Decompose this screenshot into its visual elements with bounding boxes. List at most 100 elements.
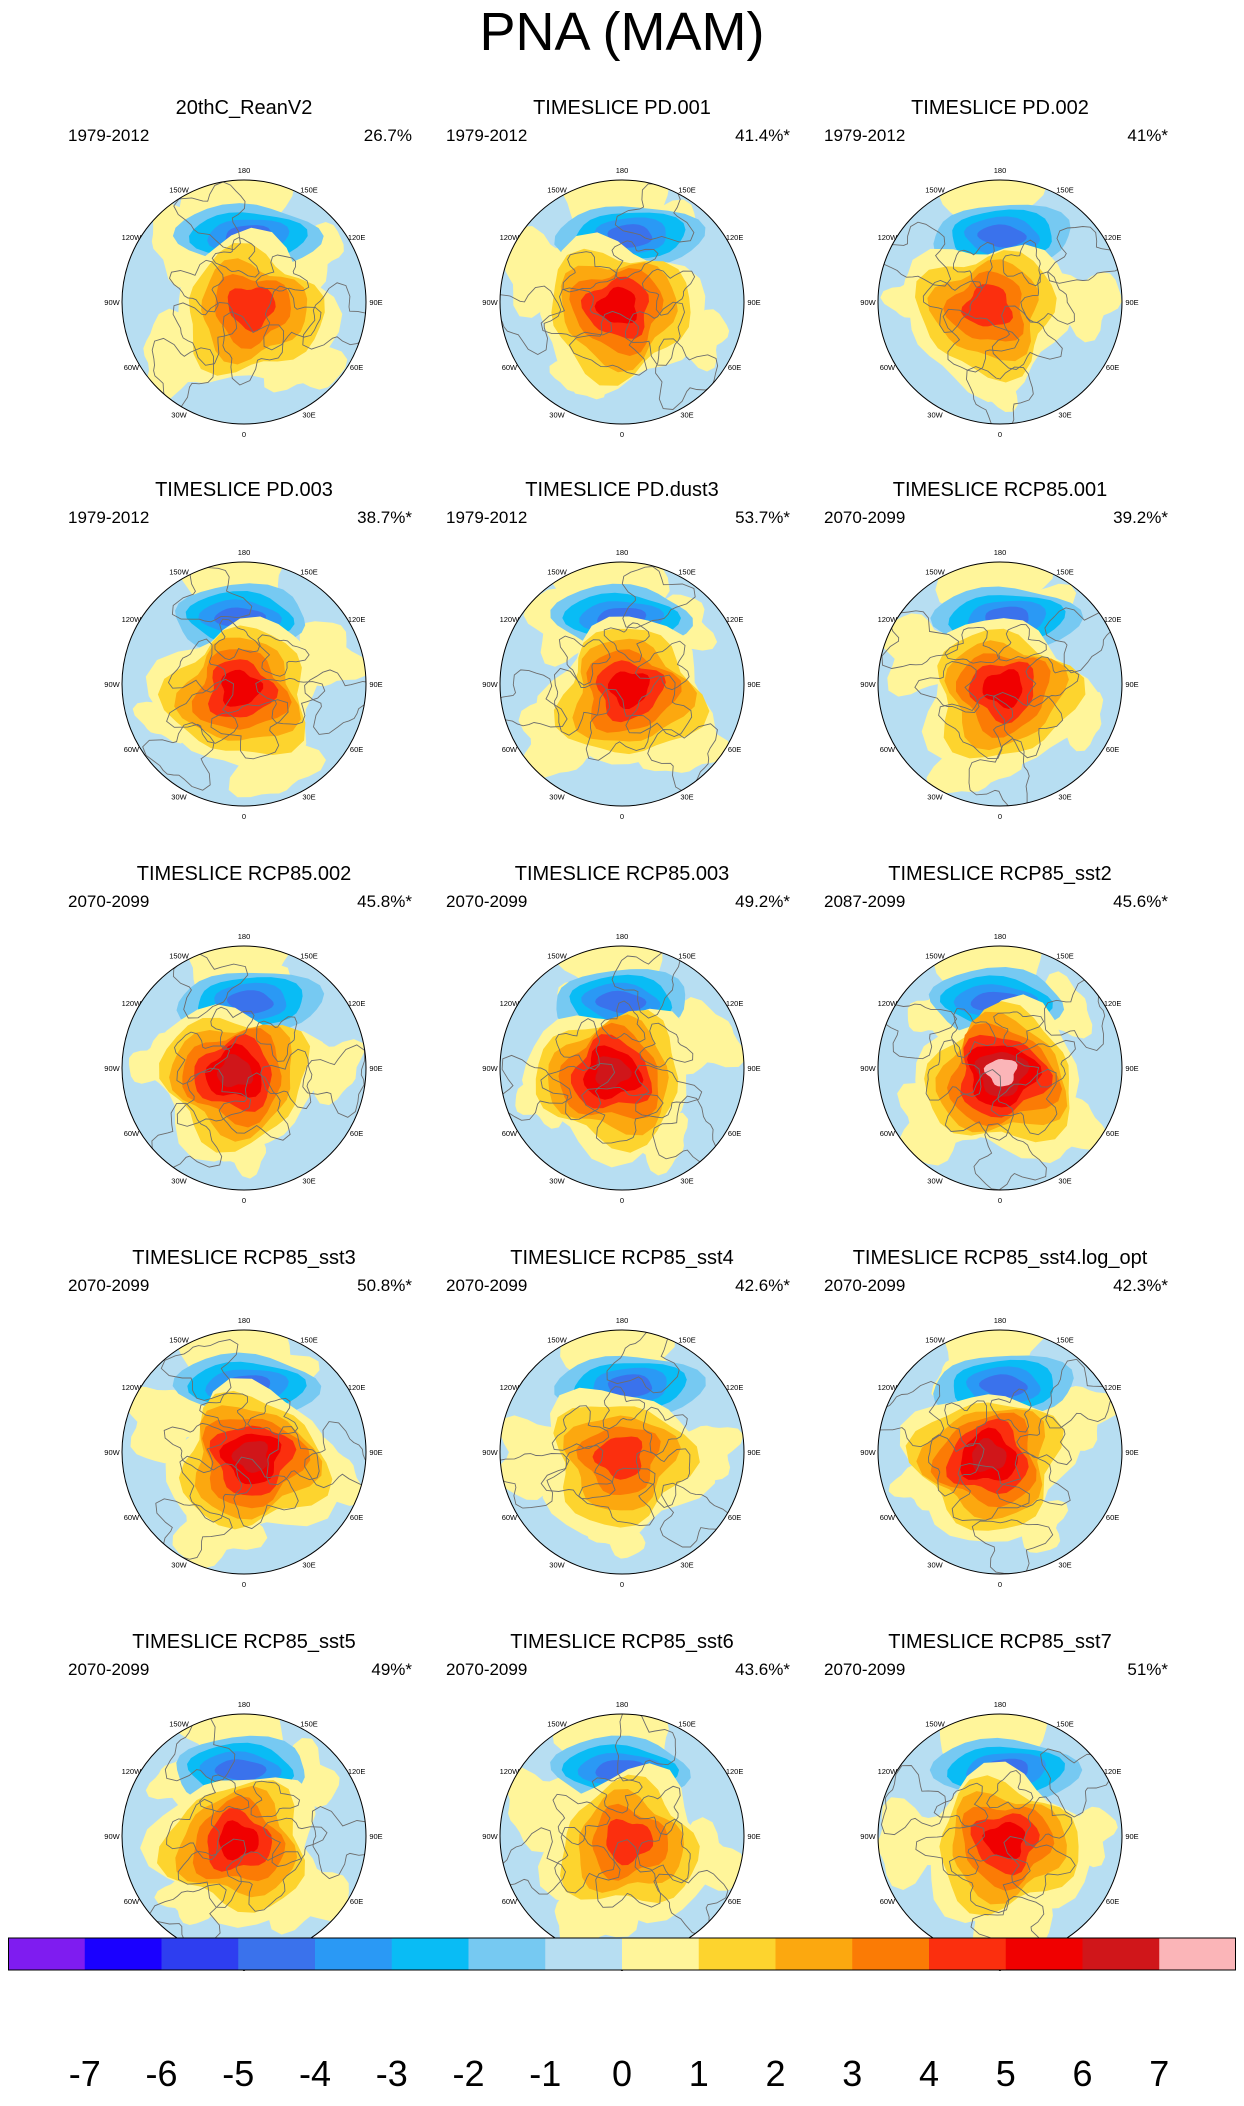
longitude-label: 90W: [860, 1448, 876, 1457]
longitude-label: 120E: [726, 999, 744, 1008]
longitude-label: 30W: [927, 411, 943, 420]
variance-label: 42.6%*: [735, 1276, 790, 1295]
longitude-label: 0: [620, 1580, 624, 1589]
longitude-label: 120E: [348, 1383, 366, 1392]
longitude-label: 120E: [1104, 999, 1122, 1008]
longitude-label: 120W: [878, 1383, 899, 1392]
longitude-label: 0: [998, 1196, 1002, 1205]
longitude-label: 120E: [726, 1383, 744, 1392]
variance-label: 41.4%*: [735, 126, 790, 145]
longitude-label: 120E: [1104, 615, 1122, 624]
longitude-label: 150E: [300, 567, 318, 576]
longitude-label: 180: [616, 166, 629, 175]
variance-label: 53.7%*: [735, 508, 790, 527]
longitude-label: 30W: [171, 411, 187, 420]
colorbar-tick-label: 1: [689, 2053, 709, 2094]
longitude-label: 180: [238, 166, 251, 175]
longitude-label: 180: [616, 1316, 629, 1325]
longitude-label: 90E: [1125, 298, 1138, 307]
longitude-label: 90W: [860, 680, 876, 689]
longitude-label: 30W: [171, 1561, 187, 1570]
polar-map: 180 150E 120E 90E 60E 30E 0 30W 60W 90W 120W 150W: [104, 166, 382, 439]
period-label: 1979-2012: [68, 508, 150, 527]
colorbar-tick-label: 6: [1072, 2053, 1092, 2094]
panel-title: TIMESLICE RCP85_sst2: [888, 863, 1112, 885]
longitude-label: 30E: [680, 411, 693, 420]
longitude-label: 0: [620, 430, 624, 439]
longitude-label: 150W: [925, 185, 946, 194]
longitude-label: 120W: [122, 233, 143, 242]
longitude-label: 120E: [726, 233, 744, 242]
variance-label: 49.2%*: [735, 892, 790, 911]
longitude-label: 90W: [482, 1064, 498, 1073]
colorbar-tick-label: 4: [919, 2053, 939, 2094]
longitude-label: 150W: [925, 951, 946, 960]
panel-title: TIMESLICE PD.dust3: [525, 479, 719, 501]
longitude-label: 90W: [104, 1064, 120, 1073]
longitude-label: 180: [616, 548, 629, 557]
polar-map: 180 150E 120E 90E 60E 30E 0 30W 60W 90W 120W 150W: [482, 548, 760, 821]
period-label: 2070-2099: [446, 892, 528, 911]
panel-7: TIMESLICE RCP85.002 2070-2099 45.8%* 180…: [64, 862, 424, 1242]
longitude-label: 120W: [122, 999, 143, 1008]
colorbar-swatch: [8, 1938, 86, 1970]
longitude-label: 90E: [747, 680, 760, 689]
longitude-label: 60E: [350, 745, 363, 754]
polar-map: 180 150E 120E 90E 60E 30E 0 30W 60W 90W 120W 150W: [482, 1316, 760, 1589]
panel-title: TIMESLICE RCP85.003: [514, 863, 730, 885]
longitude-label: 150E: [678, 951, 696, 960]
longitude-label: 30W: [171, 793, 187, 802]
colorbar-tick-label: 0: [612, 2053, 632, 2094]
panel-title: TIMESLICE RCP85_sst6: [510, 1631, 734, 1653]
longitude-label: 150W: [547, 1335, 568, 1344]
longitude-label: 150W: [925, 1719, 946, 1728]
period-label: 2070-2099: [446, 1660, 528, 1679]
colorbar-tick-label: -5: [222, 2053, 254, 2094]
polar-map: 180 150E 120E 90E 60E 30E 0 30W 60W 90W 120W 150W: [482, 166, 760, 439]
longitude-label: 150W: [169, 567, 190, 576]
variance-label: 51%*: [1127, 1660, 1168, 1679]
panel-title: TIMESLICE PD.003: [155, 479, 333, 501]
longitude-label: 90W: [104, 680, 120, 689]
longitude-label: 0: [620, 1196, 624, 1205]
longitude-label: 180: [616, 1700, 629, 1709]
longitude-label: 60W: [124, 363, 140, 372]
longitude-label: 60W: [502, 363, 518, 372]
panel-11: TIMESLICE RCP85_sst4 2070-2099 42.6%* 18…: [442, 1246, 802, 1626]
longitude-label: 90E: [1125, 1832, 1138, 1841]
polar-map: 180 150E 120E 90E 60E 30E 0 30W 60W 90W 120W 150W: [860, 932, 1138, 1205]
color-legend: -7 -6 -5 -4 -3 -2 -1 0 1 2 3 4 5 6 7: [8, 1937, 1236, 2094]
longitude-label: 0: [998, 812, 1002, 821]
panel-13: TIMESLICE RCP85_sst5 2070-2099 49%* 180 1…: [64, 1630, 424, 2010]
longitude-label: 90W: [860, 1064, 876, 1073]
longitude-label: 30E: [302, 793, 315, 802]
period-label: 2070-2099: [446, 1276, 528, 1295]
longitude-label: 90W: [482, 298, 498, 307]
longitude-label: 60E: [1106, 1129, 1119, 1138]
longitude-label: 150E: [678, 567, 696, 576]
longitude-label: 120W: [878, 999, 899, 1008]
longitude-label: 150E: [300, 185, 318, 194]
period-label: 2070-2099: [824, 1276, 906, 1295]
longitude-label: 30W: [927, 1177, 943, 1186]
longitude-label: 0: [620, 812, 624, 821]
longitude-label: 30W: [549, 1561, 565, 1570]
longitude-label: 150E: [1056, 951, 1074, 960]
variance-label: 38.7%*: [357, 508, 412, 527]
colorbar-swatch: [775, 1938, 853, 1970]
variance-label: 45.8%*: [357, 892, 412, 911]
longitude-label: 150W: [169, 1335, 190, 1344]
longitude-label: 30W: [927, 1561, 943, 1570]
longitude-label: 120W: [500, 999, 521, 1008]
longitude-label: 120W: [500, 1383, 521, 1392]
longitude-label: 120W: [878, 1767, 899, 1776]
longitude-label: 120E: [1104, 233, 1122, 242]
colorbar-swatch: [84, 1938, 163, 1970]
longitude-label: 30W: [549, 1177, 565, 1186]
colorbar-tick-label: -2: [452, 2053, 484, 2094]
longitude-label: 30E: [680, 1561, 693, 1570]
colorbar-tick-label: 7: [1149, 2053, 1169, 2094]
longitude-label: 60W: [880, 1897, 896, 1906]
longitude-label: 150E: [1056, 1335, 1074, 1344]
panel-title: 20thC_ReanV2: [175, 97, 313, 119]
